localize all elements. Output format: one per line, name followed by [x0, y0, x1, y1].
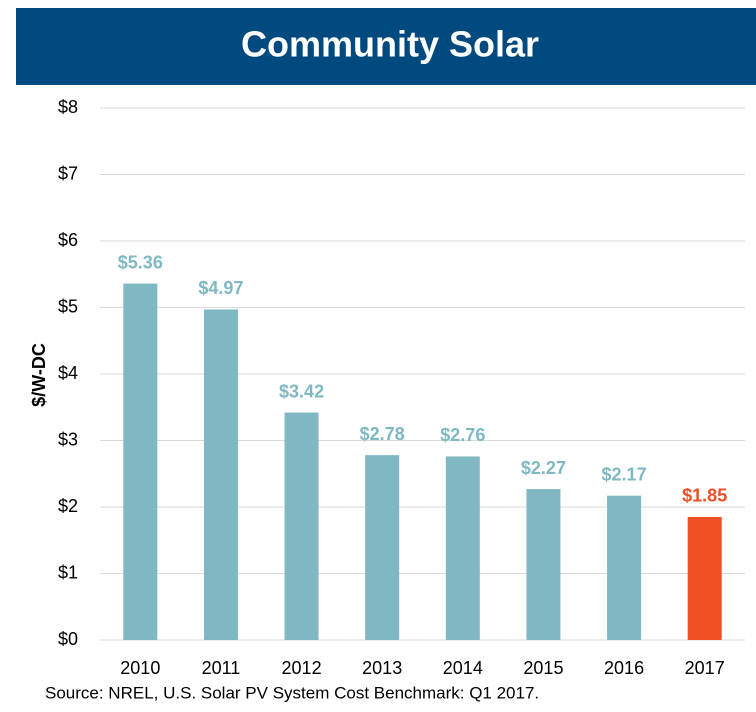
y-tick-label: $1 — [58, 562, 78, 582]
value-label: $1.85 — [682, 486, 727, 506]
bar — [687, 516, 722, 640]
title-banner — [16, 8, 756, 85]
x-tick-label: 2013 — [362, 658, 402, 678]
y-tick-label: $6 — [58, 230, 78, 250]
x-tick-label: 2016 — [604, 658, 644, 678]
bar — [445, 456, 480, 640]
x-tick-label: 2011 — [202, 658, 241, 678]
y-tick-label: $8 — [58, 97, 78, 117]
y-tick-label: $2 — [58, 496, 78, 516]
value-label: $2.27 — [521, 458, 566, 478]
x-tick-label: 2010 — [120, 658, 160, 678]
bar — [284, 412, 319, 640]
chart-title: Community Solar — [241, 24, 539, 65]
x-tick-label: 2014 — [443, 658, 483, 678]
source-note: Source: NREL, U.S. Solar PV System Cost … — [45, 683, 539, 702]
x-tick-label: 2012 — [282, 658, 322, 678]
value-label: $5.36 — [118, 252, 163, 272]
bar — [203, 309, 238, 640]
value-label: $3.42 — [279, 381, 324, 401]
value-label: $4.97 — [198, 278, 243, 298]
x-tick-label: 2017 — [685, 658, 725, 678]
y-tick-label: $7 — [58, 163, 78, 183]
x-tick-label: 2015 — [523, 658, 563, 678]
bar — [526, 489, 561, 640]
bar — [365, 455, 400, 640]
y-tick-label: $5 — [58, 296, 78, 316]
value-label: $2.78 — [360, 424, 405, 444]
y-tick-label: $3 — [58, 429, 78, 449]
bar — [607, 495, 642, 640]
bar — [123, 283, 158, 640]
y-tick-label: $4 — [58, 363, 78, 383]
y-axis-label: $/W-DC — [29, 343, 49, 407]
value-label: $2.17 — [602, 464, 647, 484]
y-tick-label: $0 — [58, 629, 78, 649]
value-label: $2.76 — [440, 425, 485, 445]
